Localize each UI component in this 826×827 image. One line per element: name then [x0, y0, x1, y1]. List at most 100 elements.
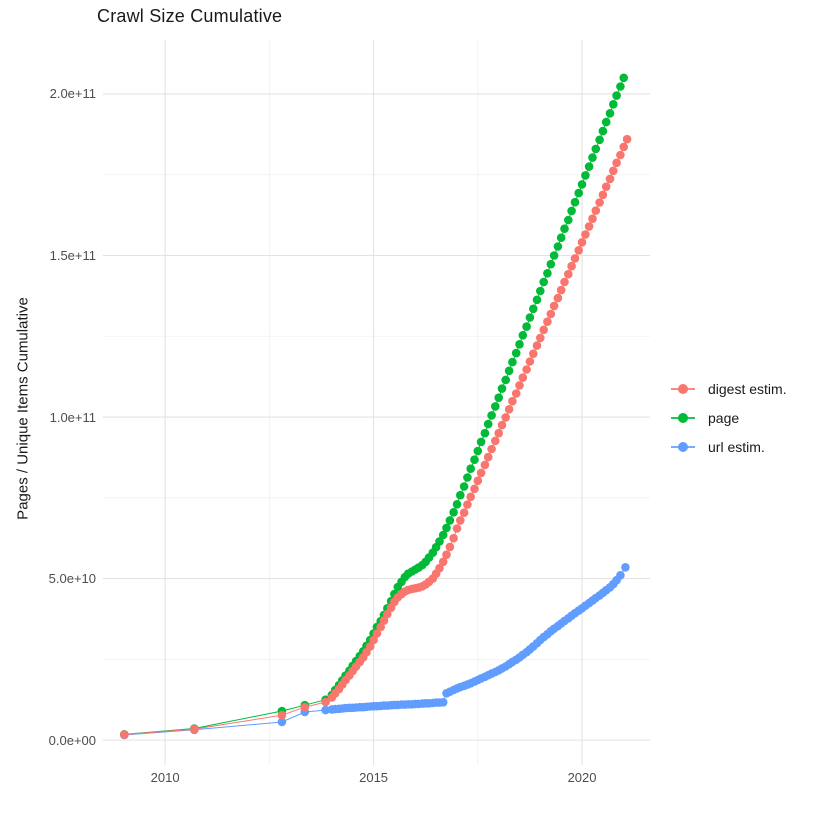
data-point: [452, 500, 462, 509]
data-point: [584, 222, 594, 231]
y-tick-label: 5.0e+10: [48, 571, 96, 587]
data-point: [612, 91, 621, 100]
data-point: [190, 724, 199, 734]
data-point: [511, 348, 521, 358]
data-point: [567, 261, 576, 271]
data-point: [605, 174, 615, 184]
legend-dot: [678, 413, 688, 423]
legend: digest estim. page url estim.: [670, 379, 787, 457]
data-point: [456, 490, 465, 500]
data-point: [497, 384, 507, 393]
x-tick-label: 2010: [150, 770, 180, 785]
data-point: [365, 642, 375, 651]
legend-dot: [678, 442, 688, 452]
data-point: [515, 381, 524, 390]
data-point: [616, 571, 625, 580]
data-point: [511, 389, 521, 398]
data-point: [435, 537, 444, 546]
data-point: [581, 230, 590, 239]
data-point: [379, 616, 389, 625]
data-point: [605, 109, 615, 118]
data-point: [470, 484, 479, 494]
data-point: [529, 349, 538, 359]
data-point: [564, 215, 573, 225]
data-point: [491, 436, 500, 446]
data-point: [442, 523, 451, 533]
data-point: [532, 295, 542, 305]
data-point: [577, 180, 587, 189]
data-point: [504, 405, 514, 414]
legend-dot: [678, 384, 688, 394]
data-point: [556, 233, 566, 242]
data-point: [595, 135, 604, 145]
data-point: [584, 162, 594, 171]
y-tick-label: 0.0e+00: [48, 732, 96, 748]
data-point: [536, 333, 545, 343]
data-point: [372, 629, 382, 638]
data-point: [598, 190, 608, 200]
data-point: [501, 413, 511, 422]
data-point: [501, 375, 511, 385]
data-point: [522, 322, 531, 331]
data-point: [621, 563, 630, 572]
data-point: [522, 365, 531, 374]
legend-item-url-estim-: url estim.: [670, 437, 787, 457]
data-point: [588, 214, 597, 223]
data-point: [277, 710, 287, 720]
data-point: [539, 277, 548, 287]
data-point: [567, 206, 576, 216]
data-point: [463, 500, 472, 509]
data-point: [612, 158, 621, 168]
data-point: [529, 304, 538, 314]
data-point: [546, 259, 556, 269]
data-point: [595, 198, 604, 207]
legend-label: url estim.: [708, 439, 765, 455]
data-point: [300, 702, 310, 712]
data-point: [619, 73, 628, 83]
data-point: [494, 393, 504, 403]
data-point: [491, 402, 500, 411]
data-point: [466, 464, 476, 474]
data-point: [553, 293, 563, 303]
legend-item-digest-estim-: digest estim.: [670, 379, 787, 399]
data-point: [445, 516, 455, 525]
data-point: [577, 238, 587, 247]
x-tick-label: 2020: [567, 770, 597, 785]
data-point: [321, 697, 330, 707]
data-point: [616, 150, 625, 160]
data-point: [536, 286, 545, 296]
data-point: [508, 396, 517, 406]
data-point: [581, 171, 590, 180]
data-point: [470, 455, 479, 465]
data-point: [543, 317, 552, 327]
data-point: [525, 313, 535, 322]
data-point: [463, 473, 472, 482]
data-point: [473, 476, 483, 486]
data-point: [487, 411, 496, 420]
data-point: [560, 277, 569, 287]
data-point: [539, 325, 548, 335]
y-tick-label: 1.0e+11: [49, 409, 96, 425]
data-point: [619, 142, 628, 152]
data-point: [456, 516, 465, 525]
data-point: [497, 420, 507, 430]
data-point: [616, 82, 625, 91]
data-point: [515, 340, 524, 349]
series-line-digest-estim-: [124, 138, 628, 736]
data-point: [525, 357, 535, 366]
chart-title: Crawl Size Cumulative: [97, 6, 283, 26]
data-point: [459, 508, 469, 517]
data-point: [449, 533, 458, 543]
data-point: [560, 224, 569, 233]
data-point: [438, 557, 448, 567]
data-point: [564, 269, 573, 279]
legend-label: page: [708, 410, 740, 426]
legend-key-icon: [670, 408, 696, 428]
legend-label: digest estim.: [708, 381, 787, 397]
data-point: [383, 609, 392, 619]
data-point: [591, 144, 601, 154]
data-point: [480, 428, 490, 438]
data-point: [549, 301, 559, 311]
data-point: [504, 366, 514, 376]
